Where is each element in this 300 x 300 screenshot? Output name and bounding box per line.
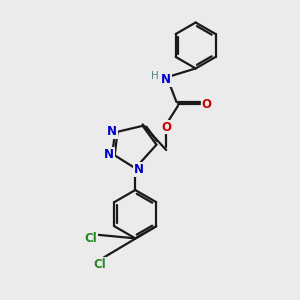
Text: Cl: Cl [93, 258, 106, 271]
Text: N: N [104, 148, 114, 161]
Text: N: N [107, 125, 117, 138]
Text: H: H [151, 70, 159, 80]
Text: O: O [161, 121, 171, 134]
Text: N: N [161, 74, 171, 86]
Text: O: O [202, 98, 212, 111]
Text: Cl: Cl [85, 232, 98, 245]
Text: N: N [134, 163, 144, 176]
